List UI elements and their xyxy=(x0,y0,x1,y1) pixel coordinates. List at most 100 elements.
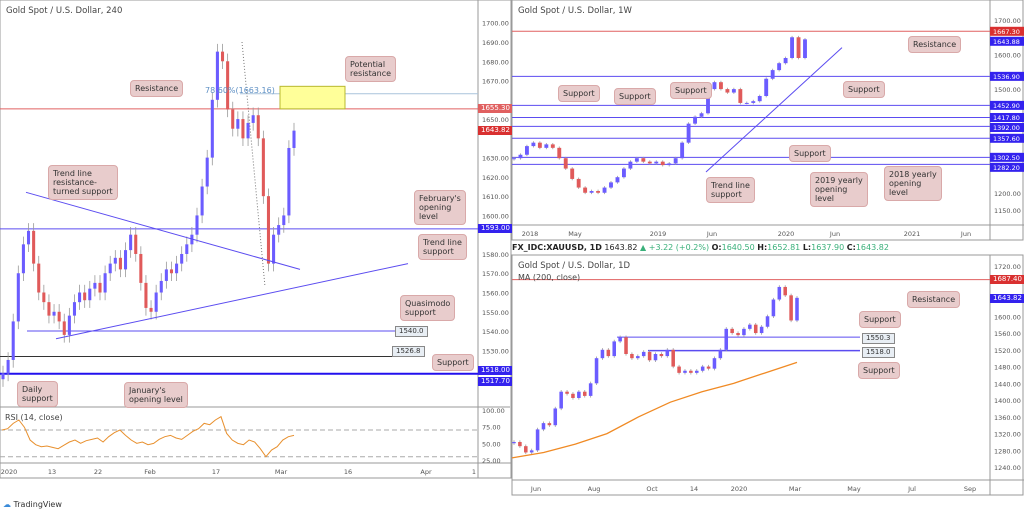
candle xyxy=(618,337,622,342)
tag-resistance: 1655.30 xyxy=(478,104,512,113)
candle xyxy=(706,89,710,114)
tag-feb: 1593.00 xyxy=(478,224,512,233)
candle xyxy=(686,123,691,143)
weekly-chart-title: Gold Spot / U.S. Dollar, 1W xyxy=(518,6,632,16)
candle xyxy=(724,328,729,350)
candle xyxy=(518,154,523,159)
candle xyxy=(261,138,265,197)
price-tick: 1500.00 xyxy=(994,86,1021,94)
candle xyxy=(790,37,795,59)
candle xyxy=(570,168,575,179)
candle xyxy=(16,273,20,322)
price-tick: 1700.00 xyxy=(994,17,1021,25)
candle xyxy=(647,161,652,164)
candle xyxy=(577,391,581,398)
info-l-label: L: xyxy=(802,243,812,252)
tradingview-logo[interactable]: ☁ TradingView xyxy=(3,500,62,509)
level-label-1526: 1526.8 xyxy=(392,346,425,357)
w-callout-support-5: Support xyxy=(789,145,831,162)
time-tick: Jun xyxy=(530,485,541,493)
candle xyxy=(680,142,685,159)
ma-title: MA (200, close) xyxy=(518,273,581,282)
candle xyxy=(582,391,587,396)
candle xyxy=(93,282,97,289)
candle xyxy=(718,82,723,90)
candle xyxy=(129,234,133,251)
candle xyxy=(712,358,717,369)
d-level-label-1550: 1550.3 xyxy=(862,333,895,344)
candle xyxy=(803,39,807,59)
info-symbol: FX_IDC:XAUUSD, 1D xyxy=(512,243,602,252)
candle xyxy=(796,37,801,59)
candle xyxy=(541,423,546,430)
candle xyxy=(777,286,782,300)
candle xyxy=(535,429,540,451)
trendline-support xyxy=(55,263,409,340)
time-tick: 2021 xyxy=(904,230,921,238)
price-tick: 1280.00 xyxy=(994,447,1021,455)
time-tick: 14 xyxy=(690,485,698,493)
price-tag-bg xyxy=(990,162,1024,172)
price-tick: 1680.00 xyxy=(482,58,509,66)
candle xyxy=(42,292,46,303)
candle xyxy=(108,263,112,274)
candle xyxy=(185,244,189,254)
candle xyxy=(731,89,736,93)
candle xyxy=(180,253,184,264)
candle xyxy=(602,187,607,193)
candle xyxy=(47,302,51,316)
candle xyxy=(770,70,775,79)
candle xyxy=(563,158,568,169)
time-tick: 22 xyxy=(94,468,102,476)
candle xyxy=(621,168,626,178)
callout-trendline-support: Trend line support xyxy=(418,234,467,260)
callout-feb-opening: February's opening level xyxy=(414,190,466,225)
time-tick: May xyxy=(847,485,861,493)
candle xyxy=(665,349,670,357)
candle xyxy=(606,349,611,357)
candle xyxy=(266,196,271,264)
candle xyxy=(700,366,705,371)
ma200-line xyxy=(511,361,798,459)
candle xyxy=(576,178,581,188)
fib-dotted-line xyxy=(241,41,266,287)
info-high: 1652.81 xyxy=(767,243,801,252)
candle xyxy=(62,321,66,335)
time-tick: Mar xyxy=(275,468,288,476)
price-tick: 1520.00 xyxy=(994,347,1021,355)
candle xyxy=(57,311,61,322)
candle xyxy=(725,89,730,93)
candle xyxy=(753,324,758,334)
candle xyxy=(512,158,516,160)
price-tick: 1670.00 xyxy=(482,78,509,86)
candle xyxy=(699,113,704,117)
w-callout-support-1: Support xyxy=(843,81,885,98)
candle xyxy=(612,341,616,357)
candle xyxy=(659,353,664,357)
candle xyxy=(149,307,153,312)
w-callout-trendline: Trend line support xyxy=(706,177,755,203)
time-tick: 2020 xyxy=(731,485,748,493)
w-callout-support-2: Support xyxy=(558,85,600,102)
candle xyxy=(671,349,675,367)
price-tick: 1480.00 xyxy=(994,364,1021,372)
candle xyxy=(736,333,740,336)
candle xyxy=(88,288,92,301)
candle xyxy=(292,130,296,148)
candle xyxy=(764,78,769,97)
candle xyxy=(765,316,770,327)
price-tick: 1560.00 xyxy=(482,290,509,298)
tag-price: 1643.82 xyxy=(478,126,512,135)
candle xyxy=(11,321,15,360)
w-callout-support-4: Support xyxy=(670,82,712,99)
candle xyxy=(6,359,10,374)
price-tag-bg xyxy=(990,26,1024,36)
tag-1517: 1517.70 xyxy=(478,377,512,386)
callout-support: Support xyxy=(432,354,474,371)
time-tick: 1 xyxy=(472,468,476,476)
candle xyxy=(123,250,128,270)
candle xyxy=(730,328,734,334)
time-tick: Apr xyxy=(420,468,432,476)
price-tick: 1320.00 xyxy=(994,431,1021,439)
callout-daily-support: Daily support xyxy=(17,381,58,407)
